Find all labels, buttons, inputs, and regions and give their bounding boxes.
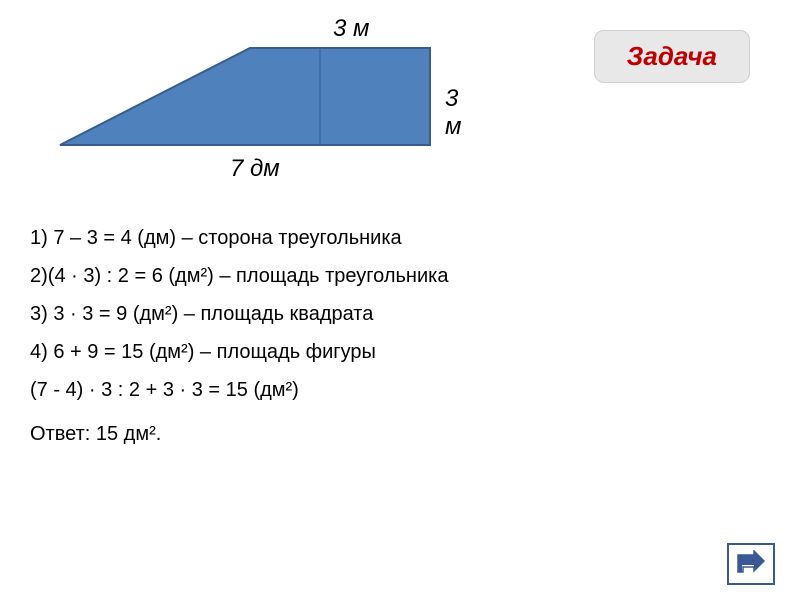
back-button[interactable] (727, 543, 775, 585)
return-arrow-icon (736, 550, 766, 578)
trapezoid-polygon (60, 48, 430, 145)
solution-block: 1) 7 – 3 = 4 (дм) – сторона треугольника… (30, 220, 448, 454)
slide-container: Задача 3 м 3 м 7 дм 1) 7 – 3 = 4 (дм) – … (0, 0, 800, 600)
solution-answer: Ответ: 15 дм². (30, 416, 448, 452)
diagram-label-top: 3 м (333, 15, 369, 43)
solution-line-5: (7 - 4) · 3 : 2 + 3 · 3 = 15 (дм²) (30, 372, 448, 408)
trapezoid-shape (50, 45, 440, 150)
task-badge: Задача (594, 30, 750, 83)
solution-line-3: 3) 3 · 3 = 9 (дм²) – площадь квадрата (30, 296, 448, 332)
diagram-label-right: 3 м (445, 85, 470, 141)
task-badge-label: Задача (627, 41, 717, 71)
solution-line-4: 4) 6 + 9 = 15 (дм²) – площадь фигуры (30, 334, 448, 370)
diagram: 3 м 3 м 7 дм (50, 10, 470, 190)
solution-line-2: 2)(4 · 3) : 2 = 6 (дм²) – площадь треуго… (30, 258, 448, 294)
diagram-label-bottom: 7 дм (230, 155, 280, 183)
solution-line-1: 1) 7 – 3 = 4 (дм) – сторона треугольника (30, 220, 448, 256)
